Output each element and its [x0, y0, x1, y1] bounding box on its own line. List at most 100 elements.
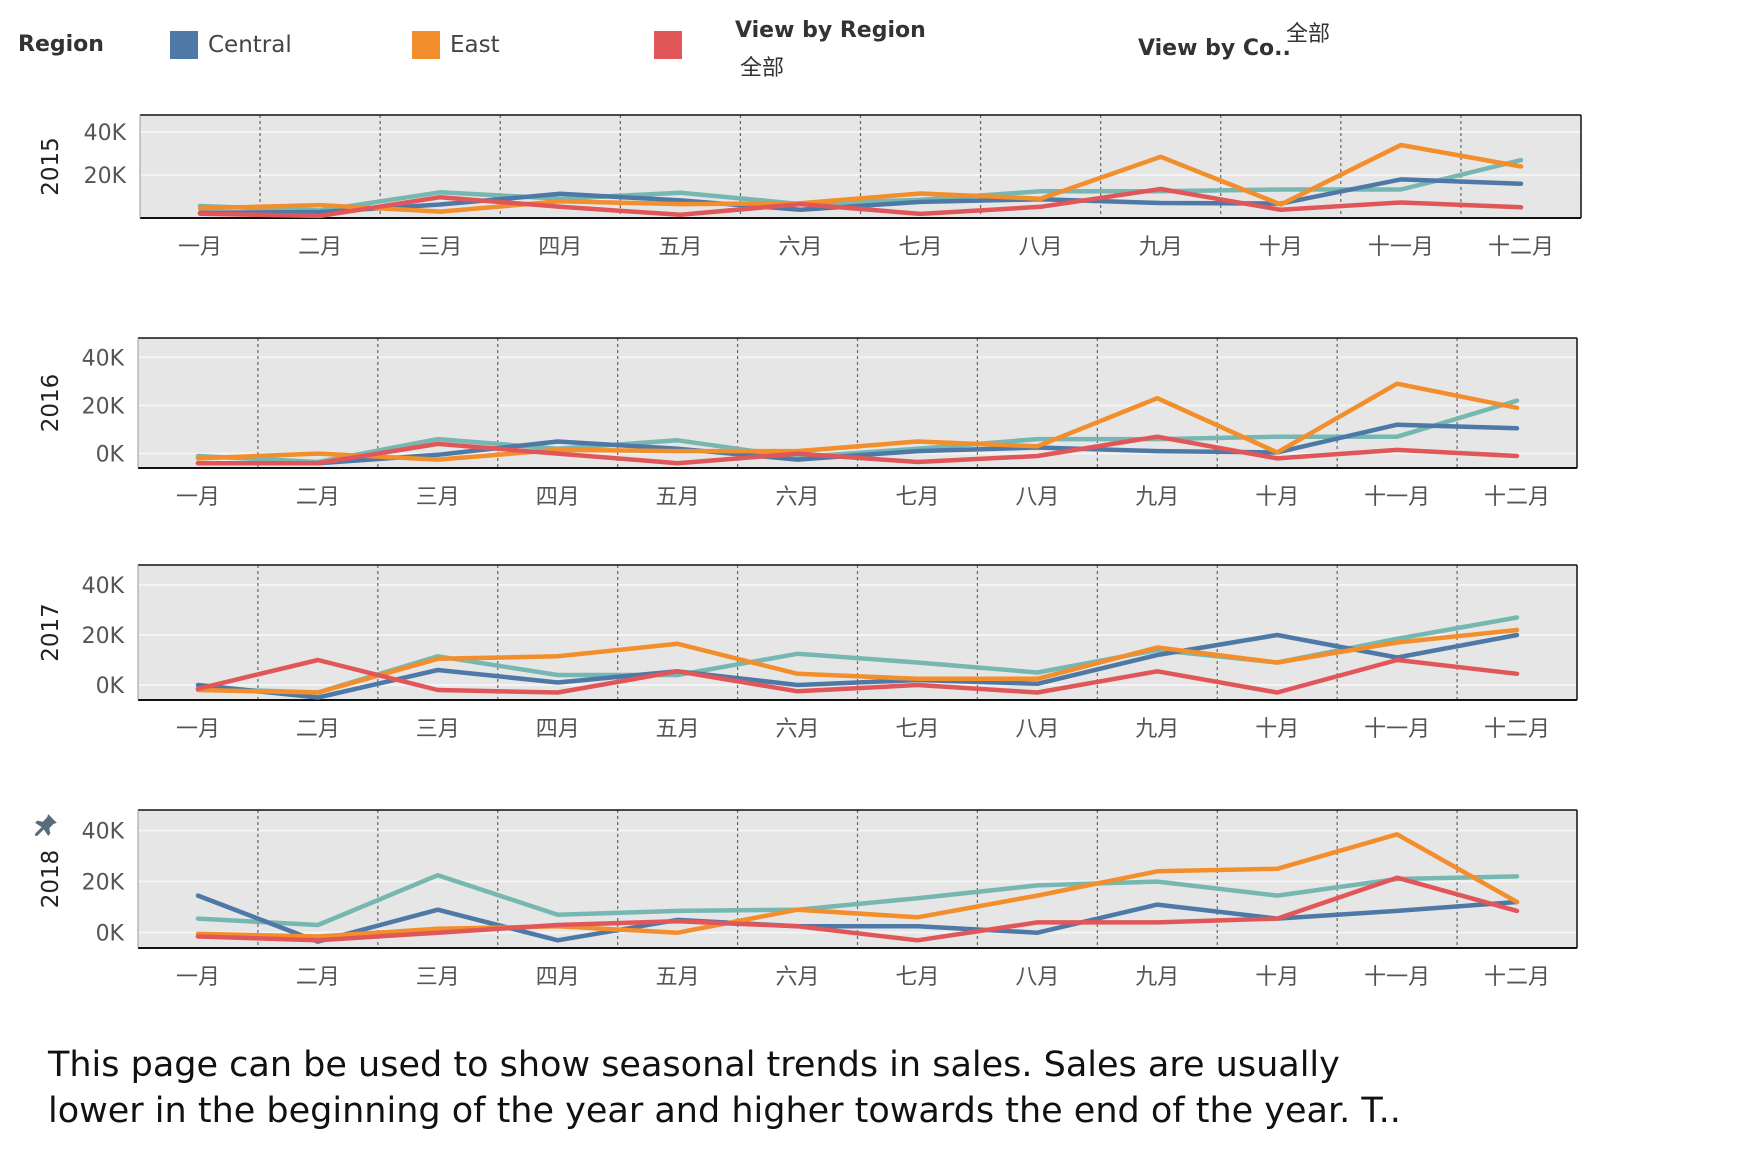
legend-item-east[interactable]: East — [412, 30, 500, 60]
y-tick-label: 20K — [82, 871, 125, 896]
series-line-1[interactable] — [195, 893, 1520, 944]
x-tick-label: 十月 — [1259, 235, 1303, 260]
x-tick-label: 三月 — [418, 235, 462, 260]
x-tick-label: 二月 — [296, 485, 340, 510]
x-tick-label: 三月 — [416, 965, 460, 990]
panel-2018: 0K 20K 40K 2018 一月 二月 三月 四月 五月 六月 七月 八月 九月 十月 十一月 十二月 — [38, 809, 1578, 990]
panel-2015: 20K 40K 2015 一月 二月 三月 四月 五月 六月 七月 八月 九月 十月 十一月 十二月 — [38, 114, 1582, 260]
x-tick-label: 十二月 — [1484, 485, 1550, 510]
series-line-2[interactable] — [195, 832, 1520, 939]
panel-2016: 0K 20K 40K 2016 一月 二月 三月 四月 五月 六月 七月 八月 九月 十月 十一月 十二月 — [38, 337, 1578, 510]
filter-country-label: View by Co.. — [1138, 36, 1291, 61]
x-tick-label: 一月 — [176, 717, 220, 742]
series-line-1[interactable] — [197, 177, 1524, 216]
series-line-3[interactable] — [197, 186, 1524, 219]
legend-swatch-central — [170, 31, 198, 59]
x-tick-label: 十二月 — [1488, 235, 1554, 260]
x-tick-label: 七月 — [899, 235, 943, 260]
x-tick-label: 二月 — [296, 717, 340, 742]
x-tick-label: 八月 — [1015, 485, 1059, 510]
x-tick-label: 五月 — [656, 485, 700, 510]
x-tick-label: 九月 — [1135, 485, 1179, 510]
series-line-3[interactable] — [195, 657, 1520, 695]
x-tick-label: 一月 — [176, 965, 220, 990]
x-tick-label: 七月 — [895, 485, 939, 510]
caption-line-2: lower in the beginning of the year and h… — [48, 1091, 1401, 1131]
series-line-0[interactable] — [195, 398, 1520, 465]
x-tick-label: 十月 — [1255, 717, 1299, 742]
series-line-1[interactable] — [195, 422, 1520, 466]
x-tick-label: 八月 — [1019, 235, 1063, 260]
x-tick-label: 十一月 — [1364, 485, 1430, 510]
legend-item-central[interactable]: Central — [170, 30, 292, 60]
x-tick-label: 四月 — [536, 485, 580, 510]
year-axis-label: 2017 — [38, 603, 64, 662]
x-tick-label: 六月 — [776, 965, 820, 990]
pin-icon[interactable] — [33, 812, 59, 838]
x-tick-label: 九月 — [1135, 717, 1179, 742]
x-tick-label: 十一月 — [1364, 717, 1430, 742]
series-line-2[interactable] — [195, 627, 1520, 695]
x-tick-label: 六月 — [776, 717, 820, 742]
x-tick-label: 八月 — [1015, 965, 1059, 990]
header: Region Central East View by Region 全部 Vi… — [0, 0, 1738, 100]
x-tick-label: 十月 — [1255, 965, 1299, 990]
filter-country-value[interactable]: 全部 — [1286, 22, 1331, 47]
legend-label-east: East — [450, 32, 500, 58]
series-line-2[interactable] — [195, 381, 1520, 462]
x-tick-label: 三月 — [416, 485, 460, 510]
series-line-3[interactable] — [195, 875, 1520, 943]
y-tick-label: 0K — [96, 443, 125, 468]
series-line-0[interactable] — [195, 872, 1520, 928]
x-tick-label: 二月 — [296, 965, 340, 990]
y-tick-label: 0K — [96, 674, 125, 699]
x-tick-label: 五月 — [656, 965, 700, 990]
x-tick-label: 四月 — [538, 235, 582, 260]
series-line-1[interactable] — [195, 632, 1520, 700]
x-tick-label: 五月 — [658, 235, 702, 260]
x-tick-label: 二月 — [298, 235, 342, 260]
series-line-2[interactable] — [197, 142, 1524, 214]
x-tick-label: 七月 — [895, 965, 939, 990]
x-tick-label: 九月 — [1139, 235, 1183, 260]
x-tick-label: 四月 — [536, 717, 580, 742]
x-tick-label: 十一月 — [1368, 235, 1434, 260]
year-axis-label: 2016 — [38, 374, 64, 433]
caption-line-1: This page can be used to show seasonal t… — [48, 1045, 1340, 1085]
x-tick-label: 五月 — [656, 717, 700, 742]
caption: This page can be used to show seasonal t… — [48, 1042, 1648, 1134]
year-axis-label: 2018 — [38, 850, 64, 909]
series-line-3[interactable] — [195, 434, 1520, 466]
x-tick-label: 六月 — [778, 235, 822, 260]
year-axis-label: 2015 — [38, 137, 64, 196]
legend-item-red[interactable] — [654, 30, 692, 60]
legend-title: Region — [18, 32, 104, 57]
x-tick-label: 十一月 — [1364, 965, 1430, 990]
filter-region-label: View by Region — [735, 18, 926, 43]
x-tick-label: 六月 — [776, 485, 820, 510]
filter-region-value[interactable]: 全部 — [740, 56, 785, 81]
x-tick-label: 七月 — [895, 717, 939, 742]
y-tick-label: 40K — [82, 346, 125, 371]
x-tick-label: 八月 — [1015, 717, 1059, 742]
x-tick-label: 四月 — [536, 965, 580, 990]
y-tick-label: 40K — [84, 121, 127, 146]
y-tick-label: 40K — [82, 574, 125, 599]
y-tick-label: 40K — [82, 819, 125, 844]
y-tick-label: 0K — [96, 922, 125, 947]
x-tick-label: 一月 — [176, 485, 220, 510]
legend-label-central: Central — [208, 32, 292, 58]
x-tick-label: 十二月 — [1484, 717, 1550, 742]
x-tick-label: 九月 — [1135, 965, 1179, 990]
y-tick-label: 20K — [84, 164, 127, 189]
legend-swatch-red — [654, 31, 682, 59]
x-tick-label: 三月 — [416, 717, 460, 742]
x-tick-label: 十月 — [1255, 485, 1299, 510]
x-tick-label: 一月 — [178, 235, 222, 260]
x-tick-label: 十二月 — [1484, 965, 1550, 990]
series-line-0[interactable] — [197, 157, 1524, 213]
panel-2017: 0K 20K 40K 2017 一月 二月 三月 四月 五月 六月 七月 八月 九月 十月 十一月 十二月 — [38, 564, 1578, 742]
y-tick-label: 20K — [82, 394, 125, 419]
legend-swatch-east — [412, 31, 440, 59]
